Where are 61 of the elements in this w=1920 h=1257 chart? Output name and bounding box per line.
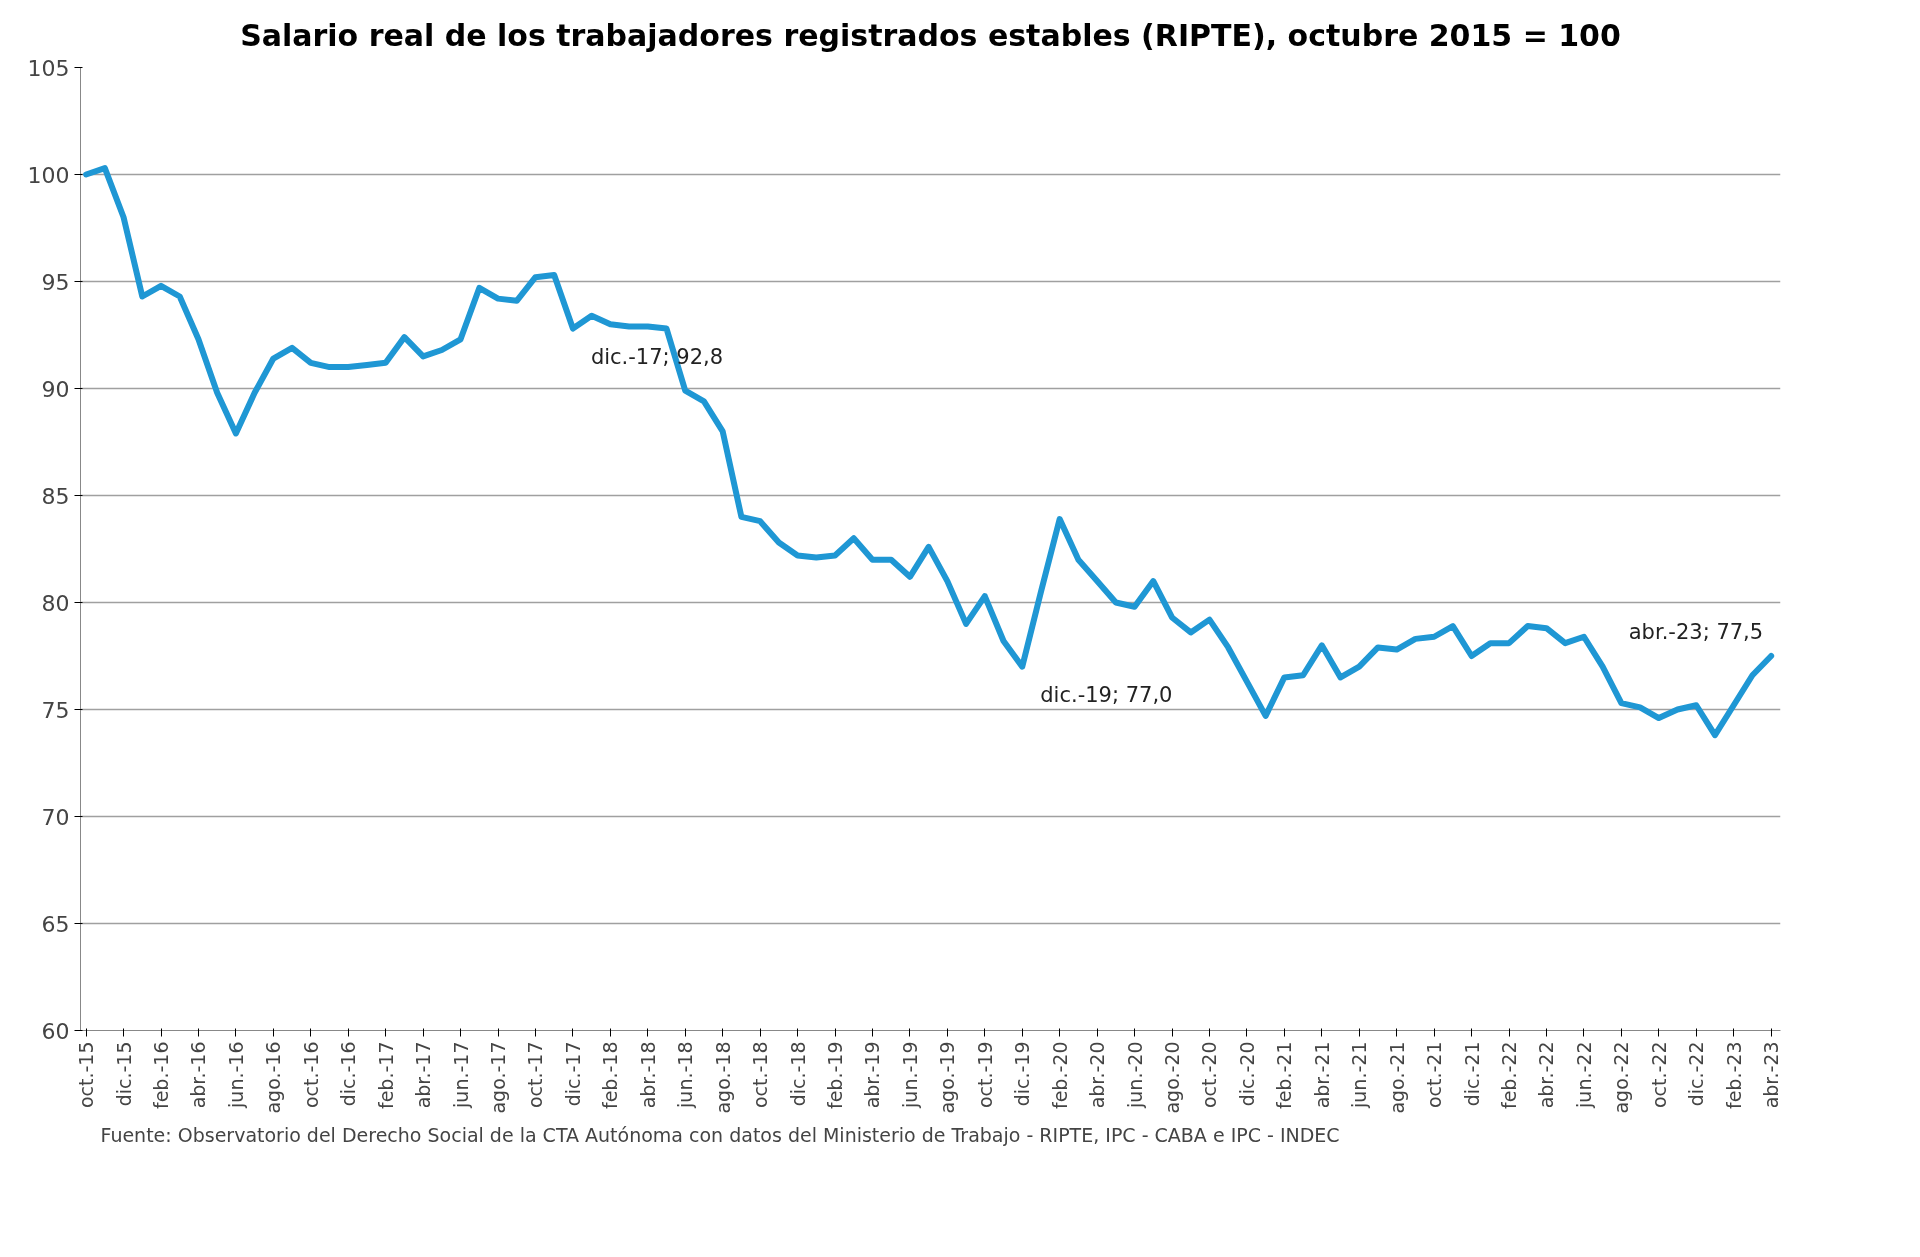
y-tick-label: 95 — [41, 269, 70, 295]
x-tick-label: abr.-18 — [636, 1041, 659, 1109]
x-tick-label: feb.-23 — [1722, 1041, 1745, 1110]
x-tick-label: ago.-19 — [936, 1041, 959, 1114]
x-tick-label: dic.-19 — [1011, 1041, 1034, 1107]
x-tick-label: feb.-19 — [824, 1041, 847, 1110]
x-tick-label: feb.-21 — [1273, 1041, 1296, 1110]
x-tick-label: oct.-22 — [1647, 1041, 1670, 1109]
annotation: dic.-19; 77,0 — [1040, 682, 1173, 707]
y-tick-label: 70 — [41, 804, 70, 830]
x-tick-label: ago.-18 — [711, 1041, 734, 1114]
annotation: abr.-23; 77,5 — [1628, 620, 1764, 644]
x-tick-label: jun.-20 — [1123, 1041, 1146, 1109]
x-tick-label: jun.-22 — [1572, 1041, 1595, 1109]
x-tick-label: abr.-21 — [1310, 1041, 1333, 1109]
x-tick-label: abr.-19 — [861, 1041, 884, 1109]
x-tick-label: abr.-23 — [1760, 1041, 1783, 1109]
x-tick-label: dic.-21 — [1460, 1041, 1483, 1107]
x-tick-label: abr.-20 — [1086, 1041, 1109, 1109]
x-tick-label: feb.-20 — [1048, 1041, 1071, 1110]
x-tick-label: dic.-22 — [1685, 1041, 1708, 1107]
x-tick-label: oct.-17 — [524, 1041, 547, 1109]
y-tick-label: 75 — [41, 697, 70, 723]
source-note: Fuente: Observatorio del Derecho Social de la CTA Autónoma con datos del Ministerio de Trabajo - RIPTE, IPC - CABA e IPC - INDEC — [100, 1123, 1340, 1146]
chart-title: Salario real de los trabajadores registrados estables (RIPTE), octubre 2015 = 100 — [240, 17, 1621, 53]
x-tick-label: abr.-16 — [187, 1041, 210, 1109]
x-tick-label: oct.-18 — [749, 1041, 772, 1109]
x-tick-label: jun.-17 — [449, 1041, 472, 1109]
x-tick-label: jun.-16 — [224, 1041, 247, 1109]
x-tick-label: ago.-21 — [1385, 1041, 1408, 1114]
x-tick-label: jun.-21 — [1348, 1041, 1371, 1109]
y-tick-label: 100 — [27, 162, 70, 188]
x-tick-label: oct.-21 — [1423, 1041, 1446, 1109]
x-tick-label: dic.-18 — [786, 1041, 809, 1107]
x-tick-label: oct.-19 — [973, 1041, 996, 1109]
annotation: dic.-17; 92,8 — [590, 344, 724, 369]
x-tick-label: feb.-17 — [374, 1041, 397, 1110]
x-tick-label: ago.-22 — [1610, 1041, 1633, 1114]
y-tick-label: 105 — [27, 55, 70, 81]
x-tick-label: ago.-20 — [1161, 1041, 1184, 1114]
x-tick-label: feb.-18 — [599, 1041, 622, 1110]
x-tick-label: dic.-15 — [112, 1041, 135, 1107]
x-tick-label: oct.-16 — [299, 1041, 322, 1109]
y-tick-label: 90 — [41, 376, 70, 402]
x-tick-label: dic.-20 — [1235, 1041, 1258, 1107]
x-tick-label: jun.-18 — [674, 1041, 697, 1109]
y-tick-label: 85 — [41, 483, 70, 509]
x-tick-label: feb.-22 — [1498, 1041, 1521, 1110]
x-tick-label: oct.-15 — [75, 1041, 98, 1109]
x-tick-label: feb.-16 — [150, 1041, 173, 1110]
x-tick-label: ago.-16 — [262, 1041, 285, 1114]
x-tick-label: abr.-17 — [412, 1041, 435, 1109]
x-tick-label: dic.-17 — [561, 1041, 584, 1107]
y-tick-label: 80 — [41, 590, 70, 616]
x-tick-label: abr.-22 — [1535, 1041, 1558, 1109]
y-tick-label: 65 — [41, 911, 70, 937]
y-tick-label: 60 — [41, 1018, 70, 1044]
x-tick-label: oct.-20 — [1198, 1041, 1221, 1109]
x-tick-label: jun.-19 — [898, 1041, 921, 1109]
x-tick-label: dic.-16 — [337, 1041, 360, 1107]
x-tick-label: ago.-17 — [487, 1041, 510, 1114]
